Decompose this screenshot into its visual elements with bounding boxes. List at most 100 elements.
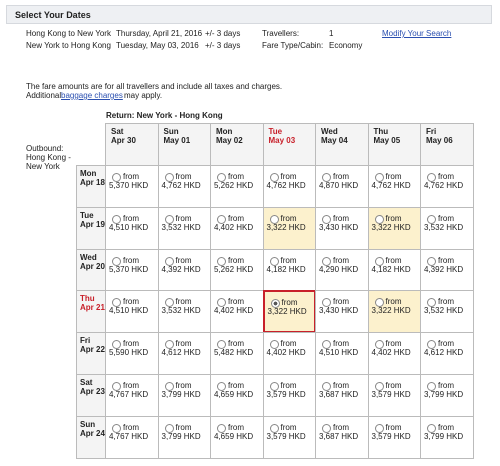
fare-radio[interactable] xyxy=(427,173,436,182)
fare-cell[interactable]: from 4,510 HKD xyxy=(105,206,159,250)
fare-cell[interactable]: from 4,402 HKD xyxy=(210,290,264,334)
fare-cell[interactable]: from 4,182 HKD xyxy=(367,248,421,292)
modify-link[interactable]: Modify Your Search xyxy=(382,29,452,38)
fare-radio[interactable] xyxy=(427,214,436,224)
fare-radio[interactable] xyxy=(322,340,331,350)
fare-radio[interactable] xyxy=(269,173,279,182)
fare-radio[interactable] xyxy=(322,173,331,182)
fare-radio[interactable] xyxy=(269,256,279,266)
fare-radio[interactable] xyxy=(217,298,226,308)
fare-radio[interactable] xyxy=(112,173,121,182)
fare-radio[interactable] xyxy=(374,340,384,350)
fare-cell[interactable]: from 4,762 HKD xyxy=(367,165,421,208)
fare-cell[interactable]: from 4,659 HKD xyxy=(210,374,264,417)
fare-cell[interactable]: from 4,762 HKD xyxy=(262,165,316,208)
fare-cell[interactable]: from 5,370 HKD xyxy=(105,248,159,292)
fare-radio[interactable] xyxy=(427,423,436,433)
fare-cell[interactable]: from 4,767 HKD xyxy=(105,374,159,417)
fare-cell[interactable]: from 4,612 HKD xyxy=(157,332,211,375)
fare-cell[interactable]: from 3,799 HKD xyxy=(420,415,474,459)
fare-radio[interactable] xyxy=(374,256,384,266)
fare-radio[interactable] xyxy=(269,423,279,433)
fare-radio[interactable] xyxy=(112,298,121,308)
fare-cell[interactable]: from 4,182 HKD xyxy=(262,248,316,292)
fare-cell[interactable]: from 4,510 HKD xyxy=(105,290,159,334)
fare-radio[interactable] xyxy=(112,340,121,350)
fare-cell[interactable]: from 3,799 HKD xyxy=(157,374,211,417)
fare-radio[interactable] xyxy=(112,423,121,433)
fare-radio[interactable] xyxy=(269,214,279,224)
fare-cell[interactable]: from 3,532 HKD xyxy=(420,206,474,250)
fare-cell[interactable]: from 3,322 HKD xyxy=(262,206,316,250)
fare-cell[interactable]: from 4,402 HKD xyxy=(367,332,421,375)
fare-cell[interactable]: from 3,532 HKD xyxy=(420,290,474,334)
fare-cell[interactable]: from 3,579 HKD xyxy=(262,374,316,417)
fare-cell[interactable]: from 4,762 HKD xyxy=(420,165,474,208)
fare-radio[interactable] xyxy=(217,214,226,224)
fare-radio[interactable] xyxy=(164,214,174,224)
fare-radio[interactable] xyxy=(112,256,121,266)
fare-cell[interactable]: from 5,262 HKD xyxy=(210,248,264,292)
fare-radio[interactable] xyxy=(374,382,384,391)
fare-radio[interactable] xyxy=(164,298,174,308)
fare-cell[interactable]: from 4,402 HKD xyxy=(262,332,316,375)
fare-radio[interactable] xyxy=(164,340,174,350)
fare-radio[interactable] xyxy=(217,423,226,433)
fare-cell[interactable]: from 4,290 HKD xyxy=(315,248,369,292)
fare-radio[interactable] xyxy=(217,382,226,391)
fare-radio[interactable] xyxy=(217,173,226,182)
fare-cell[interactable]: from 3,532 HKD xyxy=(157,290,211,334)
fare-radio[interactable] xyxy=(164,423,174,433)
fare-radio[interactable] xyxy=(164,173,174,182)
fare-cell[interactable]: from 3,322 HKD xyxy=(262,290,316,334)
fare-radio[interactable] xyxy=(427,256,436,266)
fare-cell[interactable]: from 5,370 HKD xyxy=(105,165,159,208)
fare-radio[interactable] xyxy=(164,382,174,391)
fare-cell[interactable]: from 4,392 HKD xyxy=(157,248,211,292)
fare-cell[interactable]: from 4,612 HKD xyxy=(420,332,474,375)
fare-cell[interactable]: from 3,799 HKD xyxy=(157,415,211,459)
fare-radio[interactable] xyxy=(164,256,174,266)
fare-radio[interactable] xyxy=(374,173,384,182)
fare-radio[interactable] xyxy=(427,382,436,391)
fare-cell[interactable]: from 3,322 HKD xyxy=(367,290,421,334)
fare-radio[interactable] xyxy=(374,298,384,308)
fare-cell[interactable]: from 3,687 HKD xyxy=(315,415,369,459)
fare-radio[interactable] xyxy=(427,298,436,308)
fare-radio[interactable] xyxy=(217,256,226,266)
fare-cell[interactable]: from 3,579 HKD xyxy=(367,415,421,459)
fare-cell[interactable]: from 4,767 HKD xyxy=(105,415,159,459)
fare-radio[interactable] xyxy=(322,382,331,391)
fare-radio[interactable] xyxy=(269,340,279,350)
fare-cell[interactable]: from 3,532 HKD xyxy=(157,206,211,250)
fare-radio[interactable] xyxy=(270,299,280,309)
fare-radio[interactable] xyxy=(322,423,331,433)
baggage-link[interactable]: baggage charges xyxy=(61,91,123,100)
fare-cell[interactable]: from 3,322 HKD xyxy=(367,206,421,250)
fare-radio[interactable] xyxy=(374,423,384,433)
fare-radio[interactable] xyxy=(112,214,121,224)
fare-cell[interactable]: from 4,659 HKD xyxy=(210,415,264,459)
fare-radio[interactable] xyxy=(374,214,384,224)
fare-radio[interactable] xyxy=(322,214,331,224)
fare-cell[interactable]: from 3,430 HKD xyxy=(315,206,369,250)
fare-cell[interactable]: from 3,430 HKD xyxy=(315,290,369,334)
fare-cell[interactable]: from 4,870 HKD xyxy=(315,165,369,208)
fare-cell[interactable]: from 5,482 HKD xyxy=(210,332,264,375)
fare-radio[interactable] xyxy=(322,256,331,266)
fare-cell[interactable]: from 3,579 HKD xyxy=(367,374,421,417)
fare-cell[interactable]: from 3,799 HKD xyxy=(420,374,474,417)
fare-cell[interactable]: from 3,579 HKD xyxy=(262,415,316,459)
fare-cell[interactable]: from 4,402 HKD xyxy=(210,206,264,250)
fare-cell[interactable]: from 4,762 HKD xyxy=(157,165,211,208)
fare-radio[interactable] xyxy=(217,340,226,350)
fare-cell[interactable]: from 5,262 HKD xyxy=(210,165,264,208)
fare-radio[interactable] xyxy=(269,382,279,391)
fare-radio[interactable] xyxy=(322,298,331,308)
fare-radio[interactable] xyxy=(112,382,121,391)
fare-cell[interactable]: from 5,590 HKD xyxy=(105,332,159,375)
fare-radio[interactable] xyxy=(427,340,436,350)
fare-cell[interactable]: from 4,510 HKD xyxy=(315,332,369,375)
fare-cell[interactable]: from 4,392 HKD xyxy=(420,248,474,292)
fare-cell[interactable]: from 3,687 HKD xyxy=(315,374,369,417)
